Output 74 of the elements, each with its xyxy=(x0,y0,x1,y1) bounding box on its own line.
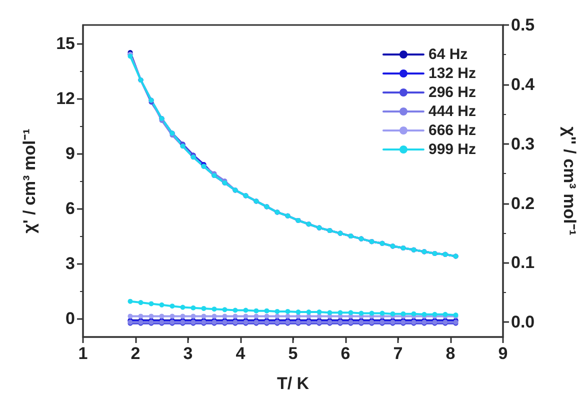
point xyxy=(128,314,133,319)
y2-tick-label: 0.3 xyxy=(511,134,535,154)
y2-tick-label: 0.4 xyxy=(511,74,536,94)
point xyxy=(400,311,406,316)
x-tick-label: 2 xyxy=(130,344,140,363)
y2-tick-label: 0.1 xyxy=(511,253,535,272)
point xyxy=(190,314,196,319)
point xyxy=(201,314,206,319)
y-tick-label: 3 xyxy=(66,254,75,274)
point xyxy=(148,301,154,306)
point xyxy=(327,310,332,316)
point xyxy=(159,302,164,308)
point xyxy=(180,314,186,319)
x-tick-label: 3 xyxy=(183,344,193,363)
legend-label: 444 Hz xyxy=(428,103,476,120)
x-tick-label: 8 xyxy=(446,344,456,363)
x-tick-label: 6 xyxy=(340,344,350,363)
y-tick-label: 9 xyxy=(66,144,75,163)
point xyxy=(138,300,144,306)
legend-label: 64 Hz xyxy=(428,46,468,63)
y2-tick-label: 0.5 xyxy=(511,16,535,34)
point xyxy=(243,314,248,319)
y2-axis-title: χ'' / cm³ mol⁻¹ xyxy=(560,126,579,236)
y-tick-label: 6 xyxy=(66,199,75,218)
point xyxy=(180,304,186,310)
point xyxy=(254,308,259,314)
y-tick-label: 12 xyxy=(56,88,75,108)
y-tick-label: 0 xyxy=(66,309,75,328)
legend-label: 132 Hz xyxy=(428,65,476,82)
point xyxy=(274,314,280,319)
y2-tick-label: 0.2 xyxy=(511,194,535,213)
point xyxy=(170,304,175,309)
point xyxy=(358,310,364,316)
point xyxy=(306,310,312,315)
point xyxy=(390,311,396,316)
point xyxy=(222,314,228,319)
point xyxy=(159,314,164,319)
point xyxy=(128,298,133,304)
point xyxy=(380,310,385,316)
point xyxy=(274,308,280,314)
point xyxy=(243,308,248,313)
point xyxy=(348,310,354,316)
point xyxy=(338,310,343,316)
point xyxy=(264,314,270,319)
point xyxy=(232,314,238,319)
point xyxy=(170,314,175,319)
y-axis-title: χ' / cm³ mol⁻¹ xyxy=(20,128,39,234)
y-tick-label: 15 xyxy=(56,34,75,53)
legend-label: 999 Hz xyxy=(428,141,476,158)
point xyxy=(296,310,301,315)
legend-label: 296 Hz xyxy=(428,84,476,101)
point xyxy=(212,306,217,312)
point xyxy=(232,308,238,313)
point xyxy=(254,314,259,319)
point xyxy=(201,306,206,311)
point xyxy=(222,307,228,312)
x-tick-label: 1 xyxy=(78,344,88,363)
point xyxy=(212,314,217,319)
point xyxy=(285,308,290,314)
x-tick-label: 4 xyxy=(236,344,246,363)
x-axis-title: T/ K xyxy=(276,374,310,393)
point xyxy=(190,305,196,310)
x-tick-label: 5 xyxy=(288,344,298,363)
x-tick-label: 7 xyxy=(393,344,403,363)
legend-label: 666 Hz xyxy=(428,122,476,139)
point xyxy=(316,310,322,315)
point xyxy=(138,314,144,319)
point xyxy=(264,308,270,314)
point xyxy=(148,314,154,319)
point xyxy=(369,310,374,316)
point xyxy=(411,311,416,316)
x-tick-label: 9 xyxy=(498,344,508,363)
point xyxy=(285,314,290,319)
y2-tick-label: 0.0 xyxy=(511,312,535,332)
